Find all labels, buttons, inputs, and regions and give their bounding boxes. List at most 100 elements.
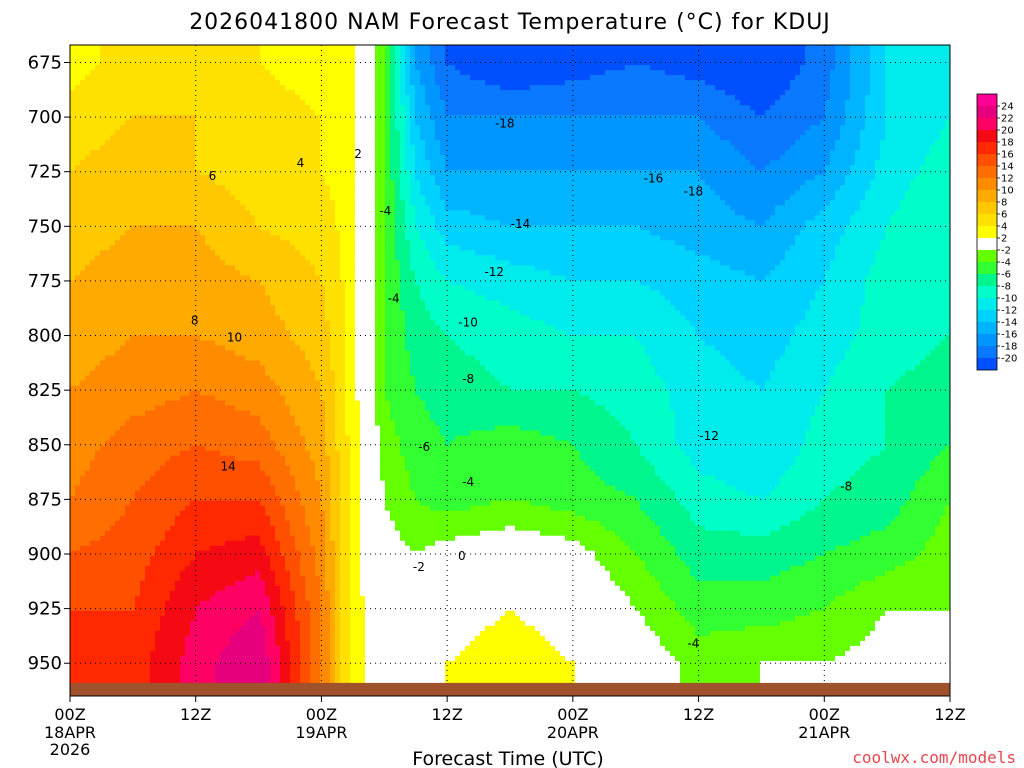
temperature-cell — [410, 50, 416, 56]
temperature-cell — [535, 80, 541, 86]
temperature-cell — [305, 160, 311, 166]
temperature-cell — [785, 170, 791, 176]
temperature-cell — [845, 65, 851, 71]
temperature-cell — [645, 75, 651, 81]
temperature-cell — [245, 115, 251, 121]
temperature-cell — [520, 100, 526, 106]
temperature-cell — [725, 165, 731, 171]
temperature-cell — [215, 140, 221, 146]
temperature-cell — [325, 155, 331, 161]
temperature-cell — [160, 145, 166, 151]
temperature-cell — [580, 90, 586, 96]
temperature-cell — [365, 115, 371, 121]
temperature-cell — [530, 65, 536, 71]
temperature-cell — [680, 135, 686, 141]
temperature-cell — [640, 180, 646, 186]
temperature-cell — [135, 110, 141, 116]
temperature-cell — [380, 60, 386, 66]
temperature-cell — [255, 125, 261, 131]
temperature-cell — [310, 100, 316, 106]
temperature-cell — [110, 80, 116, 86]
temperature-cell — [300, 100, 306, 106]
temperature-cell — [635, 50, 641, 56]
temperature-cell — [130, 130, 136, 136]
temperature-cell — [175, 155, 181, 161]
temperature-cell — [315, 155, 321, 161]
temperature-cell — [910, 170, 916, 176]
temperature-cell — [270, 145, 276, 151]
temperature-cell — [945, 105, 950, 111]
temperature-cell — [620, 145, 626, 151]
temperature-cell — [325, 65, 331, 71]
temperature-cell — [220, 45, 226, 51]
temperature-cell — [70, 130, 76, 136]
temperature-cell — [90, 145, 96, 151]
temperature-cell — [665, 120, 671, 126]
temperature-cell — [850, 180, 856, 186]
temperature-cell — [885, 145, 891, 151]
temperature-cell — [805, 100, 811, 106]
temperature-cell — [700, 80, 706, 86]
temperature-cell — [660, 75, 666, 81]
temperature-cell — [710, 165, 716, 171]
temperature-cell — [790, 170, 796, 176]
temperature-cell — [925, 105, 931, 111]
temperature-cell — [760, 85, 766, 91]
temperature-cell — [400, 80, 406, 86]
temperature-cell — [485, 160, 491, 166]
temperature-cell — [695, 160, 701, 166]
temperature-cell — [445, 140, 451, 146]
temperature-cell — [195, 105, 201, 111]
temperature-cell — [225, 145, 231, 151]
temperature-cell — [285, 155, 291, 161]
temperature-cell — [820, 165, 826, 171]
temperature-cell — [485, 45, 491, 51]
temperature-cell — [390, 185, 396, 191]
temperature-cell — [655, 125, 661, 131]
temperature-cell — [150, 60, 156, 66]
temperature-cell — [530, 115, 536, 121]
temperature-cell — [290, 110, 296, 116]
temperature-cell — [860, 115, 866, 121]
temperature-cell — [605, 180, 611, 186]
temperature-cell — [430, 165, 436, 171]
temperature-cell — [370, 140, 376, 146]
temperature-cell — [405, 90, 411, 96]
temperature-cell — [885, 150, 891, 156]
temperature-cell — [325, 50, 331, 56]
temperature-cell — [895, 70, 901, 76]
temperature-cell — [135, 130, 141, 136]
temperature-cell — [225, 55, 231, 61]
temperature-cell — [590, 125, 596, 131]
temperature-cell — [900, 90, 906, 96]
temperature-cell — [565, 120, 571, 126]
temperature-cell — [470, 110, 476, 116]
temperature-cell — [435, 175, 441, 181]
temperature-cell — [700, 145, 706, 151]
temperature-cell — [455, 155, 461, 161]
temperature-cell — [720, 180, 726, 186]
temperature-cell — [725, 100, 731, 106]
temperature-cell — [360, 115, 366, 121]
temperature-cell — [345, 55, 351, 61]
temperature-cell — [775, 60, 781, 66]
temperature-cell — [460, 85, 466, 91]
temperature-cell — [790, 55, 796, 61]
temperature-cell — [365, 110, 371, 116]
temperature-cell — [85, 45, 91, 51]
temperature-cell — [715, 120, 721, 126]
temperature-cell — [590, 160, 596, 166]
temperature-cell — [135, 150, 141, 156]
temperature-cell — [250, 160, 256, 166]
temperature-cell — [420, 140, 426, 146]
temperature-cell — [570, 95, 576, 101]
temperature-cell — [820, 145, 826, 151]
temperature-cell — [560, 50, 566, 56]
temperature-cell — [475, 45, 481, 51]
temperature-cell — [205, 150, 211, 156]
temperature-cell — [720, 100, 726, 106]
temperature-cell — [945, 85, 950, 91]
temperature-cell — [145, 80, 151, 86]
temperature-cell — [665, 80, 671, 86]
temperature-cell — [595, 55, 601, 61]
